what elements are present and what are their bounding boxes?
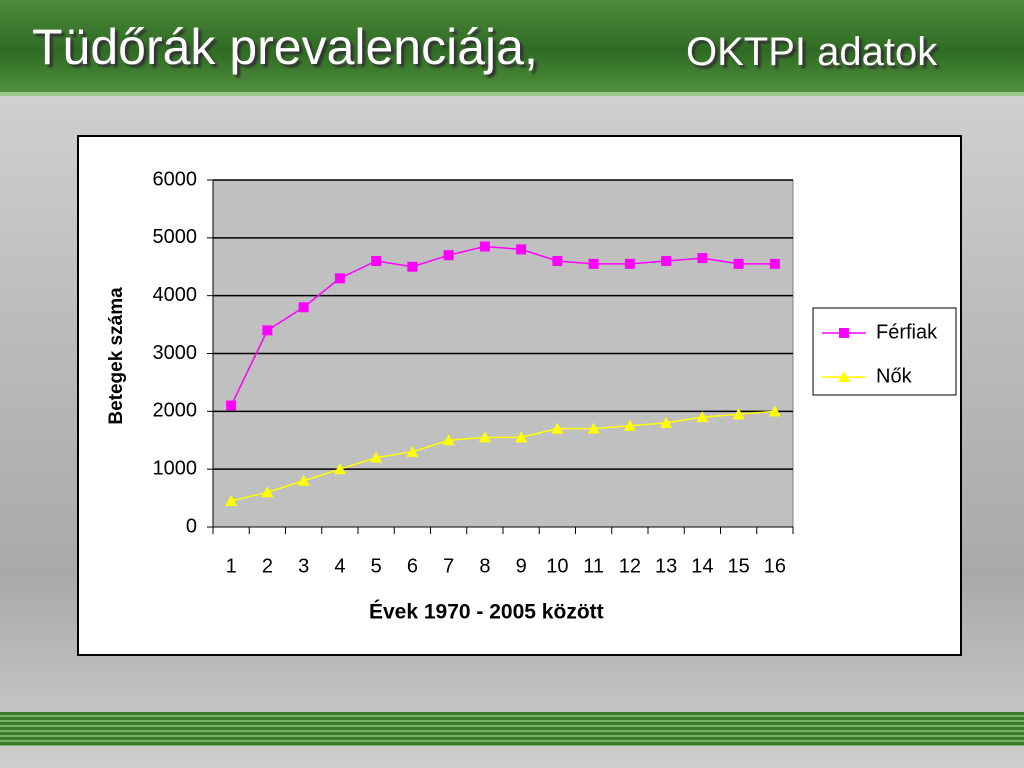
legend-marker [839, 328, 849, 338]
data-point [225, 494, 238, 506]
series-line [230, 245, 775, 406]
x-tick-label: 10 [546, 555, 568, 577]
x-tick-label: 13 [655, 555, 677, 577]
footer-band [0, 712, 1024, 746]
x-axis-label: Évek 1970 - 2005 között [369, 601, 604, 624]
x-tick-label: 15 [728, 555, 750, 577]
data-point [661, 255, 672, 266]
data-point [443, 250, 454, 261]
data-point [587, 422, 600, 434]
data-point [478, 431, 491, 443]
x-tick-label: 5 [371, 555, 382, 577]
legend-marker [838, 371, 850, 382]
legend-label: Férfiak [876, 321, 938, 343]
data-point [516, 244, 527, 255]
header-band [0, 0, 1024, 96]
data-point [406, 445, 419, 457]
data-point [552, 255, 563, 266]
x-tick-label: 14 [691, 555, 713, 577]
data-point [588, 258, 599, 269]
data-point [697, 253, 708, 264]
y-tick-label: 0 [186, 515, 197, 537]
y-tick-label: 2000 [153, 400, 198, 422]
legend-label: Nők [876, 365, 913, 387]
data-point [297, 474, 310, 486]
data-point [262, 325, 273, 336]
data-point [515, 431, 528, 443]
x-tick-label: 6 [407, 555, 418, 577]
series-line [230, 410, 775, 502]
x-tick-label: 16 [764, 555, 786, 577]
data-point [733, 258, 744, 269]
data-point [298, 302, 309, 313]
data-point [407, 261, 418, 272]
y-axis-label: Betegek száma [106, 287, 127, 425]
data-point [732, 408, 745, 420]
data-point [442, 434, 455, 446]
x-tick-label: 8 [479, 555, 490, 577]
y-tick-label: 4000 [153, 284, 198, 306]
y-tick-label: 6000 [153, 168, 198, 190]
x-tick-label: 7 [443, 555, 454, 577]
slide-subtitle: OKTPI adatok [686, 30, 938, 74]
data-point [623, 419, 636, 431]
slide-title: Tüdőrák prevalenciája, [32, 19, 538, 75]
data-point [769, 258, 780, 269]
data-point [371, 255, 382, 266]
y-tick-label: 1000 [153, 457, 198, 479]
data-point [370, 451, 383, 463]
legend [812, 307, 957, 396]
data-point [261, 486, 274, 498]
x-tick-label: 11 [583, 555, 604, 577]
data-point [226, 400, 237, 411]
y-tick-label: 5000 [153, 226, 198, 248]
x-tick-label: 2 [262, 555, 273, 577]
data-point [334, 273, 345, 284]
data-point [696, 411, 709, 423]
y-tick-label: 3000 [153, 342, 198, 364]
x-tick-label: 1 [226, 555, 237, 577]
data-point [479, 241, 490, 252]
data-point [551, 422, 564, 434]
data-point [660, 416, 673, 428]
x-tick-label: 9 [516, 555, 527, 577]
x-tick-label: 3 [298, 555, 309, 577]
data-point [624, 258, 635, 269]
data-point [768, 405, 781, 417]
data-point [333, 463, 346, 475]
x-tick-label: 4 [334, 555, 345, 577]
x-tick-label: 12 [619, 555, 641, 577]
